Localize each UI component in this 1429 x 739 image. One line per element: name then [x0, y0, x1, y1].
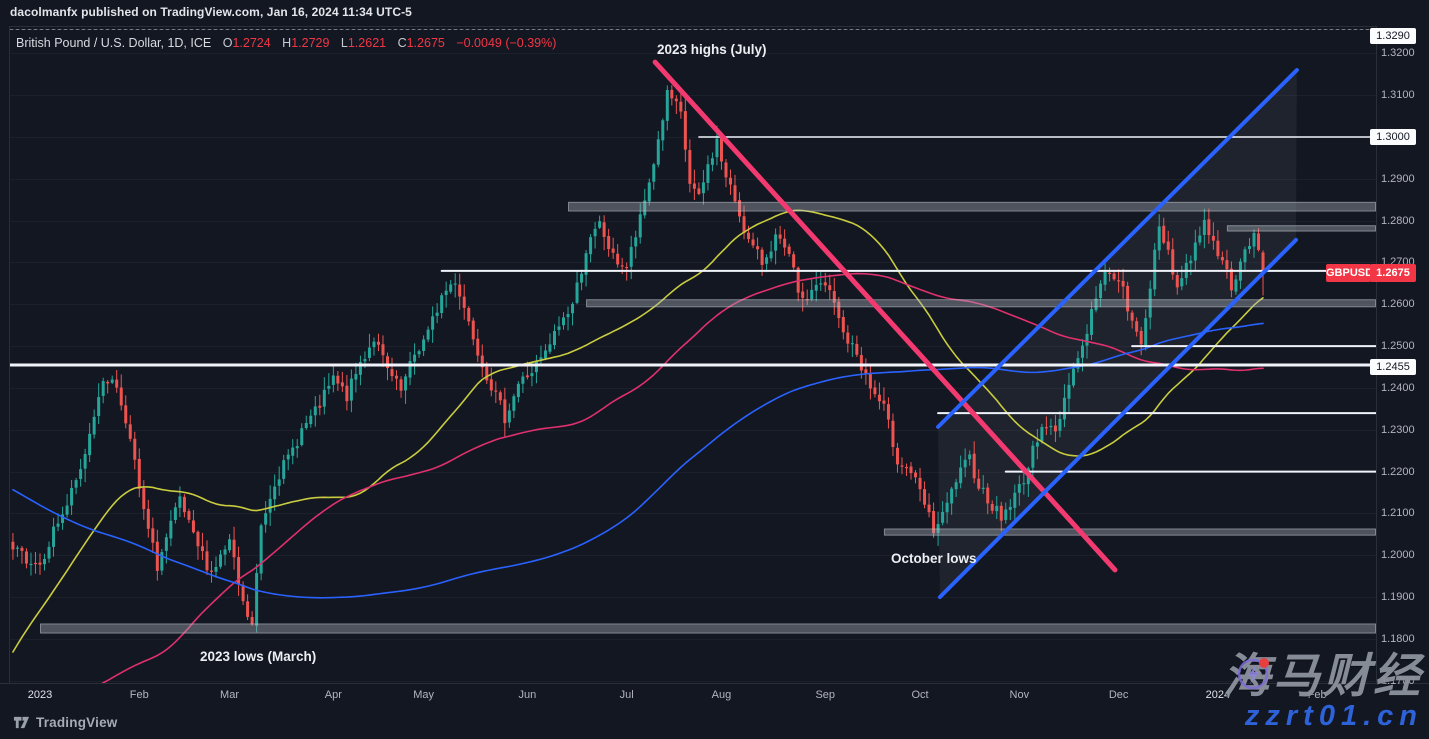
- time-tick-Dec: Dec: [1108, 689, 1129, 701]
- price-level-label-1.3290: 1.3290: [1370, 28, 1416, 44]
- symbol-legend: British Pound / U.S. Dollar, 1D, ICE O1.…: [16, 36, 556, 50]
- current-symbol-tag[interactable]: GBPUSD: [1326, 263, 1373, 282]
- high-value: 1.2729: [291, 36, 330, 50]
- time-tick-Feb: Feb: [1307, 689, 1327, 701]
- time-tick-Oct: Oct: [911, 689, 929, 701]
- time-tick-Feb: Feb: [129, 689, 149, 701]
- low-label: L: [340, 36, 348, 50]
- close-value: 1.2675: [406, 36, 445, 50]
- close-label: C: [397, 36, 407, 50]
- price-tick-1.2500: 1.2500: [1381, 340, 1415, 353]
- time-tick-2023: 2023: [27, 689, 53, 701]
- tradingview-icon: [13, 716, 30, 729]
- price-tick-1.2100: 1.2100: [1381, 507, 1415, 520]
- change-value: −0.0049 (−0.39%): [456, 36, 557, 50]
- time-tick-Mar: Mar: [220, 689, 239, 701]
- price-tick-1.1900: 1.1900: [1381, 591, 1415, 604]
- annotation-october-lows[interactable]: October lows: [891, 551, 977, 566]
- open-value: 1.2724: [232, 36, 271, 50]
- annotation-2023-lows[interactable]: 2023 lows (March): [200, 649, 317, 664]
- time-tick-Aug: Aug: [711, 689, 732, 701]
- price-tick-1.2300: 1.2300: [1381, 423, 1415, 436]
- tradingview-logo[interactable]: TradingView: [13, 714, 117, 731]
- time-tick-Apr: Apr: [324, 689, 342, 701]
- time-tick-2024: 2024: [1205, 689, 1231, 701]
- price-tick-1.2600: 1.2600: [1381, 298, 1415, 311]
- time-tick-Sep: Sep: [815, 689, 836, 701]
- high-label: H: [282, 36, 292, 50]
- price-tick-1.2200: 1.2200: [1381, 465, 1415, 478]
- time-tick-Jul: Jul: [619, 689, 634, 701]
- open-label: O: [222, 36, 233, 50]
- price-axis[interactable]: [1377, 27, 1429, 684]
- price-tick-1.1700: 1.1700: [1381, 674, 1415, 687]
- price-tick-1.2900: 1.2900: [1381, 172, 1415, 185]
- price-tick-1.2800: 1.2800: [1381, 214, 1415, 227]
- price-level-label-1.2455: 1.2455: [1370, 358, 1416, 375]
- low-value: 1.2621: [347, 36, 387, 50]
- symbol-title: British Pound / U.S. Dollar, 1D, ICE: [16, 36, 212, 50]
- price-level-label-1.3000: 1.3000: [1370, 129, 1416, 145]
- price-tick-1.3200: 1.3200: [1381, 47, 1415, 60]
- tradingview-brand-text: TradingView: [36, 715, 118, 730]
- publish-header: dacolmanfx published on TradingView.com,…: [10, 5, 412, 19]
- price-tick-1.3100: 1.3100: [1381, 89, 1415, 102]
- time-tick-Nov: Nov: [1009, 689, 1030, 701]
- current-price-label[interactable]: 1.2675: [1370, 263, 1416, 282]
- price-tick-1.1800: 1.1800: [1381, 632, 1415, 645]
- time-tick-Jun: Jun: [518, 689, 537, 701]
- time-tick-May: May: [413, 689, 434, 701]
- annotation-2023-highs[interactable]: 2023 highs (July): [657, 42, 767, 57]
- price-tick-1.2000: 1.2000: [1381, 549, 1415, 562]
- price-tick-1.2400: 1.2400: [1381, 381, 1415, 394]
